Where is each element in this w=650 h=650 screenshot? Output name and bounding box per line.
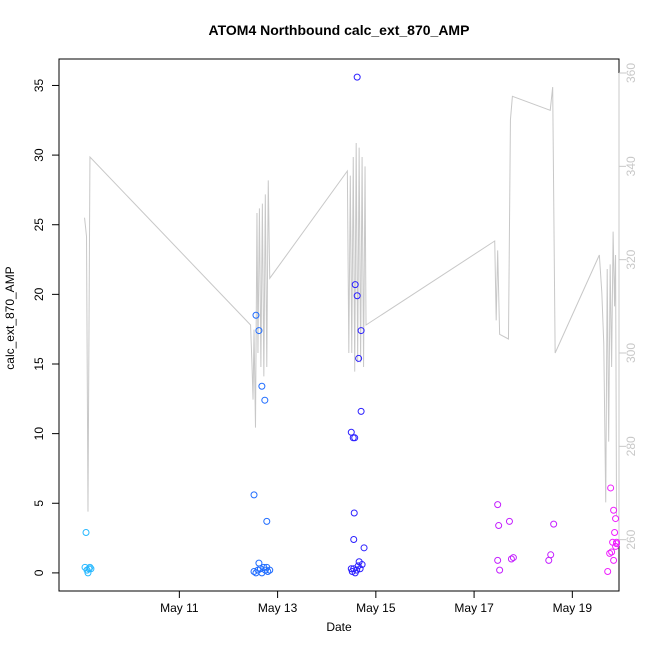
data-point xyxy=(360,544,368,552)
data-point xyxy=(351,434,359,442)
data-point xyxy=(357,327,365,335)
scatter-series xyxy=(81,73,621,577)
chart-title: ATOM4 Northbound calc_ext_870_AMP xyxy=(209,22,470,38)
data-point xyxy=(252,311,260,319)
x-tick-label: May 17 xyxy=(454,601,494,615)
data-point xyxy=(353,292,361,300)
data-point xyxy=(355,354,363,362)
x-axis-label: Date xyxy=(326,620,352,634)
data-point xyxy=(258,382,266,390)
data-point xyxy=(350,509,358,517)
secondary-y-axis: 260 280 300 320 340 360 xyxy=(618,63,638,550)
data-point xyxy=(353,566,361,574)
data-point xyxy=(250,568,258,576)
data-point xyxy=(509,554,517,562)
data-point xyxy=(494,501,502,509)
data-point xyxy=(550,520,558,528)
data-point xyxy=(82,529,90,537)
data-point xyxy=(607,484,615,492)
data-point xyxy=(611,529,619,537)
data-point xyxy=(87,565,95,573)
data-point xyxy=(85,565,93,573)
secondary-y-tick-label: 320 xyxy=(624,249,638,269)
y-tick-label: 0 xyxy=(32,569,46,576)
secondary-y-tick-label: 340 xyxy=(624,156,638,176)
data-point xyxy=(357,407,365,415)
secondary-series-line xyxy=(84,86,618,517)
data-point xyxy=(255,327,263,335)
x-axis: May 11 May 13 May 15 May 17 May 19 xyxy=(160,590,593,615)
data-point xyxy=(613,540,621,548)
data-point xyxy=(358,561,366,569)
y-tick-label: 30 xyxy=(32,148,46,162)
data-point xyxy=(264,568,272,576)
data-point xyxy=(353,73,361,81)
data-point xyxy=(350,535,358,543)
plot-frame xyxy=(58,58,620,592)
data-point xyxy=(507,555,515,563)
data-point xyxy=(505,517,513,525)
data-point xyxy=(606,549,614,557)
data-point xyxy=(256,565,264,573)
data-point xyxy=(250,491,258,499)
data-point xyxy=(608,548,616,556)
y-tick-label: 5 xyxy=(32,500,46,507)
y-tick-label: 10 xyxy=(32,427,46,441)
y-tick-label: 35 xyxy=(32,78,46,92)
data-point xyxy=(261,396,269,404)
data-point xyxy=(351,281,359,289)
y-axis: 0 5 10 15 20 25 30 35 xyxy=(32,78,60,576)
data-point xyxy=(495,522,503,530)
secondary-y-tick-label: 280 xyxy=(624,436,638,456)
secondary-y-tick-label: 300 xyxy=(624,343,638,363)
y-tick-label: 25 xyxy=(32,218,46,232)
data-point xyxy=(612,515,620,523)
data-point xyxy=(356,565,364,573)
x-tick-label: May 15 xyxy=(356,601,396,615)
x-tick-label: May 19 xyxy=(553,601,593,615)
data-point xyxy=(263,517,271,525)
data-point xyxy=(547,551,555,559)
x-tick-label: May 11 xyxy=(160,601,199,615)
data-point xyxy=(610,506,618,514)
data-point xyxy=(494,556,502,564)
secondary-line-series xyxy=(84,86,618,517)
secondary-y-tick-label: 260 xyxy=(624,529,638,549)
data-point xyxy=(86,563,94,571)
data-point xyxy=(266,566,274,574)
y-tick-label: 15 xyxy=(32,357,46,371)
data-point xyxy=(610,556,618,564)
data-point xyxy=(604,568,612,576)
secondary-y-tick-label: 360 xyxy=(624,63,638,83)
x-tick-label: May 13 xyxy=(258,601,298,615)
data-point xyxy=(496,566,504,574)
y-axis-label: calc_ext_870_AMP xyxy=(3,266,17,369)
y-tick-label: 20 xyxy=(32,287,46,301)
